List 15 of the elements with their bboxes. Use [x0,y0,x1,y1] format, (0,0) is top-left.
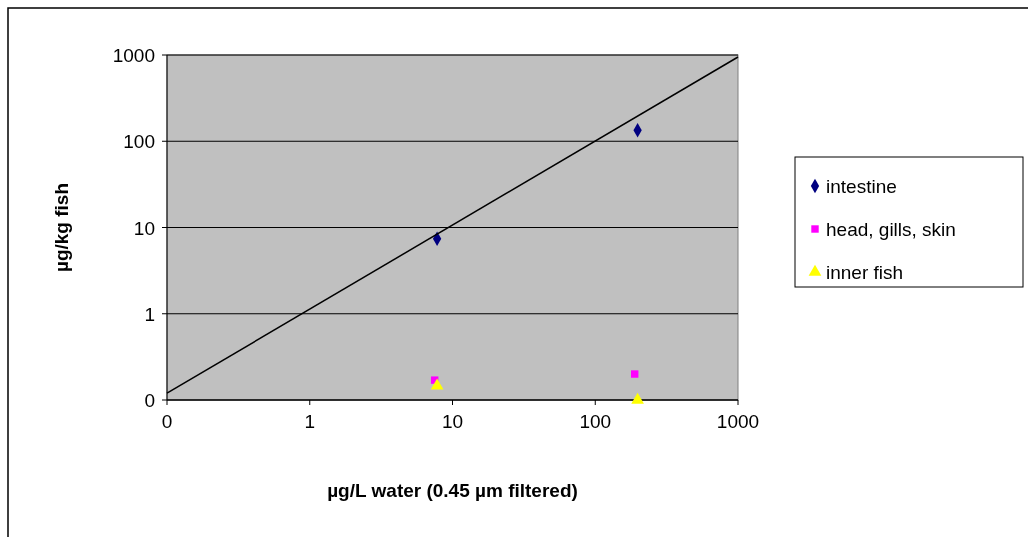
y-axis-title: µg/kg fish [51,182,72,273]
x-axis-title: µg/L water (0.45 µm filtered) [327,480,578,501]
x-tick-label: 10 [441,411,464,432]
legend-label: inner fish [826,262,904,283]
y-tick-label: 1000 [112,45,155,66]
x-tick-label: 100 [579,411,612,432]
x-tick-label: 1 [304,411,316,432]
y-tick-label: 0 [144,390,155,411]
legend-label: intestine [826,176,897,197]
x-tick-label: 1000 [716,411,760,432]
y-tick-label: 100 [123,131,155,153]
x-tick-label: 0 [161,411,173,432]
legend-label: head, gills, skin [826,219,956,240]
y-tick-label: 10 [133,217,155,239]
y-tick-label: 1 [144,303,155,325]
